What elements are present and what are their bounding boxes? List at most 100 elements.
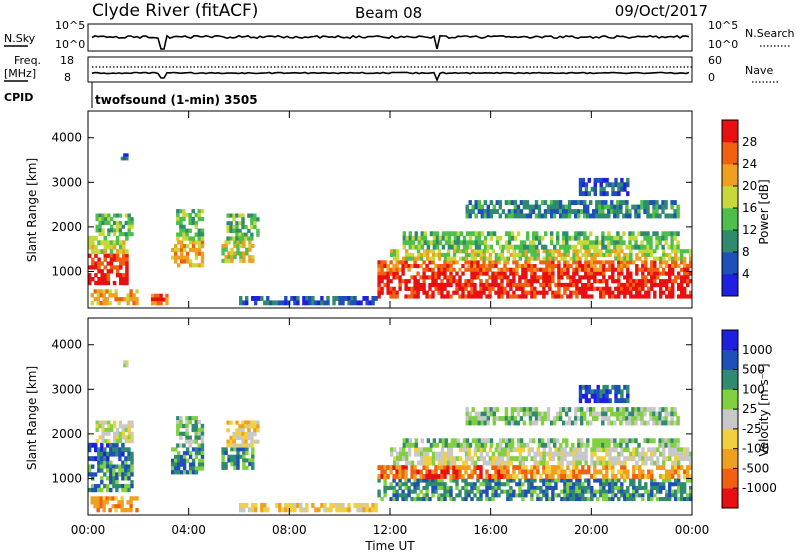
freq-strip-frame — [87, 56, 693, 83]
heatmap-cell — [106, 280, 111, 286]
heatmap-cell — [521, 290, 525, 295]
heatmap-cell — [392, 465, 396, 470]
heatmap-cell — [227, 251, 231, 256]
heatmap-cell — [539, 474, 543, 479]
heatmap-cell — [450, 231, 455, 237]
heatmap-cell — [552, 209, 557, 214]
heatmap-cell — [497, 275, 501, 280]
heatmap-cell — [671, 294, 675, 299]
heatmap-cell — [506, 482, 510, 487]
heatmap-cell — [674, 482, 678, 487]
heatmap-cell — [536, 497, 540, 502]
heatmap-cell — [602, 489, 606, 494]
heatmap-cell — [677, 460, 681, 466]
heatmap-cell — [599, 460, 603, 466]
heatmap-cell — [229, 221, 233, 226]
heatmap-cell — [542, 271, 546, 276]
heatmap-cell — [413, 256, 418, 261]
heatmap-cell — [266, 300, 270, 306]
heatmap-cell — [593, 447, 597, 453]
heatmap-cell — [563, 256, 567, 261]
heatmap-cell — [479, 489, 483, 494]
heatmap-cell — [440, 493, 444, 498]
heatmap-cell — [661, 420, 665, 426]
heatmap-cell — [109, 265, 114, 270]
heatmap-cell — [659, 485, 663, 490]
velocity-ylabel: Slant Range [km] — [25, 366, 39, 470]
heatmap-cell — [512, 260, 516, 265]
heatmap-cell — [670, 420, 674, 426]
heatmap-cell — [491, 260, 495, 265]
heatmap-cell — [584, 497, 588, 502]
heatmap-cell — [94, 273, 98, 278]
heatmap-cell — [647, 252, 651, 257]
heatmap-cell — [605, 393, 609, 399]
heatmap-cell — [407, 493, 411, 498]
heatmap-cell — [464, 482, 468, 487]
heatmap-cell — [119, 273, 123, 278]
heatmap-cell — [450, 438, 455, 444]
heatmap-cell — [613, 442, 617, 448]
heatmap-cell — [100, 249, 104, 255]
heatmap-cell — [109, 253, 114, 258]
heatmap-cell — [447, 442, 452, 448]
heatmap-cell — [625, 416, 629, 421]
heatmap-cell — [109, 261, 114, 266]
heatmap-cell — [118, 224, 123, 229]
heatmap-cell — [575, 497, 579, 502]
heatmap-cell — [368, 507, 372, 513]
heatmap-cell — [532, 244, 536, 250]
x-tick-label: 16:00 — [473, 523, 508, 537]
heatmap-cell — [455, 290, 459, 295]
y-tick-label: 1000 — [51, 471, 82, 485]
heatmap-cell — [542, 482, 546, 487]
heatmap-cell — [242, 503, 246, 508]
heatmap-cell — [623, 256, 627, 261]
heatmap-cell — [492, 416, 496, 421]
heatmap-cell — [515, 286, 519, 291]
heatmap-cell — [488, 252, 493, 257]
heatmap-cell — [587, 252, 591, 257]
heatmap-cell — [242, 240, 246, 245]
heatmap-cell — [620, 290, 624, 295]
heatmap-cell — [402, 451, 406, 457]
heatmap-cell — [550, 438, 554, 444]
heatmap-cell — [473, 469, 477, 475]
heatmap-cell — [395, 267, 399, 272]
heatmap-cell — [233, 240, 237, 245]
heatmap-cell — [650, 493, 654, 498]
heatmap-cell — [112, 464, 116, 469]
heatmap-cell — [479, 282, 483, 288]
heatmap-cell — [127, 435, 131, 440]
heatmap-cell — [176, 423, 180, 429]
heatmap-cell — [599, 493, 603, 498]
heatmap-cell — [652, 407, 656, 412]
heatmap-cell — [88, 487, 92, 493]
heatmap-cell — [380, 286, 384, 291]
heatmap-cell — [501, 244, 506, 250]
heatmap-cell — [226, 420, 230, 425]
heatmap-cell — [431, 249, 436, 254]
heatmap-cell — [338, 300, 342, 306]
heatmap-cell — [182, 454, 187, 460]
heatmap-cell — [200, 431, 205, 436]
heatmap-cell — [347, 503, 351, 508]
heatmap-cell — [498, 204, 502, 210]
heatmap-cell — [429, 231, 434, 237]
heatmap-cell — [483, 213, 487, 219]
heatmap-cell — [598, 213, 602, 219]
heatmap-cell — [130, 439, 134, 444]
heatmap-cell — [230, 251, 234, 256]
nsky-trace — [91, 34, 690, 50]
heatmap-cell — [506, 447, 510, 453]
heatmap-cell — [607, 442, 611, 448]
heatmap-cell — [239, 251, 243, 256]
heatmap-cell — [557, 275, 561, 280]
heatmap-cell — [530, 469, 534, 475]
heatmap-cell — [686, 465, 690, 470]
heatmap-cell — [662, 271, 666, 276]
heatmap-cell — [359, 300, 363, 306]
heatmap-cell — [431, 275, 435, 280]
heatmap-cell — [519, 442, 524, 448]
heatmap-cell — [194, 251, 199, 256]
